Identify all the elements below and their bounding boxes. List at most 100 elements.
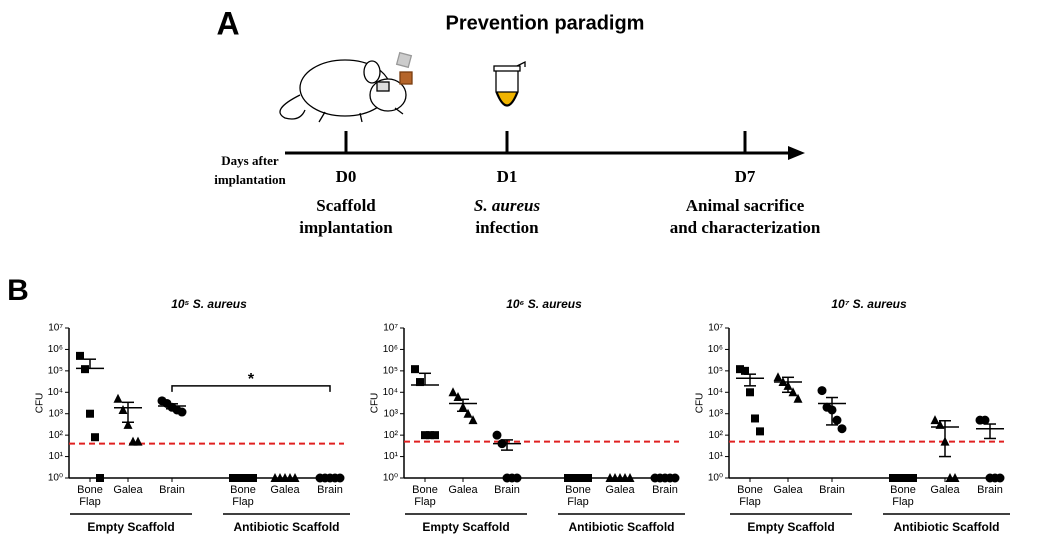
x-tick-label-box: Brain — [819, 484, 845, 496]
data-point — [431, 431, 439, 440]
panel-label: B — [7, 274, 29, 307]
x-tick-label: Bone Flap — [890, 484, 916, 508]
y-axis-label: CFU — [370, 393, 381, 414]
x-tick-label-box: Galea — [270, 484, 300, 496]
x-tick-label-box: Galea — [113, 484, 143, 496]
event-day: D1 — [497, 167, 518, 186]
event-text: Animal sacrifice — [686, 196, 805, 215]
y-tick-label: 10¹ — [49, 451, 64, 462]
x-tick-label-box: Bone Flap — [230, 484, 256, 508]
y-tick-label: 10⁵ — [708, 365, 723, 376]
data-point — [290, 473, 300, 482]
data-point — [569, 474, 577, 482]
data-point — [86, 409, 94, 418]
panel-title: Prevention paradigm — [446, 12, 645, 34]
y-tick-label: 10³ — [709, 408, 724, 419]
data-point — [579, 474, 587, 482]
y-axis-label: CFU — [695, 393, 706, 414]
significance-label: * — [248, 371, 255, 388]
data-point — [468, 415, 478, 425]
chart-title: 10⁷ S. aureus — [831, 297, 907, 311]
data-point — [512, 473, 522, 483]
y-tick-label: 10⁵ — [48, 365, 63, 376]
data-point — [335, 473, 345, 483]
y-tick-label: 10⁶ — [48, 344, 63, 355]
data-point — [625, 473, 635, 482]
y-tick-label: 10⁰ — [708, 473, 723, 484]
data-point — [746, 388, 754, 397]
x-tick-label-box: Galea — [773, 484, 803, 496]
y-axis-label: CFU — [35, 393, 46, 414]
data-point — [904, 474, 912, 482]
x-tick-label: Brain — [977, 484, 1003, 496]
data-point — [980, 415, 990, 425]
y-tick-label: 10⁴ — [48, 387, 63, 398]
event-text: and characterization — [670, 218, 821, 237]
x-tick-label: Galea — [270, 484, 300, 496]
data-point — [96, 474, 104, 482]
data-point — [411, 365, 419, 374]
event-text: infection — [475, 218, 539, 237]
data-point — [793, 393, 803, 403]
x-tick-label-box: Bone Flap — [412, 484, 438, 508]
axis-label: Days after — [221, 153, 279, 168]
group-label: Antibiotic Scaffold — [894, 520, 1000, 534]
y-tick-label: 10² — [709, 430, 724, 441]
y-tick-label: 10⁷ — [383, 323, 398, 334]
y-tick-label: 10⁰ — [48, 473, 63, 484]
data-point — [817, 386, 827, 396]
tube-illustration — [493, 60, 526, 107]
group-label: Antibiotic Scaffold — [569, 520, 675, 534]
data-point — [995, 473, 1005, 483]
data-point — [564, 474, 572, 482]
x-tick-label: Bone Flap — [230, 484, 256, 508]
group-label: Empty Scaffold — [422, 520, 509, 534]
x-tick-label: Brain — [494, 484, 520, 496]
x-tick-label: Galea — [773, 484, 803, 496]
y-tick-label: 10¹ — [709, 451, 724, 462]
x-tick-label: Brain — [317, 484, 343, 496]
group-label: Empty Scaffold — [87, 520, 174, 534]
y-tick-label: 10⁴ — [708, 387, 723, 398]
y-tick-label: 10⁰ — [383, 473, 398, 484]
data-point — [91, 433, 99, 442]
event-day: D7 — [735, 167, 756, 186]
y-tick-label: 10² — [384, 430, 399, 441]
data-point — [244, 474, 252, 482]
data-point — [416, 378, 424, 387]
y-tick-label: 10³ — [384, 408, 399, 419]
data-point — [899, 474, 907, 482]
x-tick-label: Bone Flap — [565, 484, 591, 508]
x-tick-label: Bone Flap — [737, 484, 763, 508]
data-point — [756, 427, 764, 436]
data-point — [889, 474, 897, 482]
data-point — [229, 474, 237, 482]
panel-label: A — [216, 5, 239, 41]
y-tick-label: 10⁴ — [383, 387, 398, 398]
x-tick-label: Galea — [113, 484, 143, 496]
event-text: implantation — [299, 218, 393, 237]
data-point — [773, 372, 783, 382]
mouse-illustration — [279, 51, 413, 123]
data-point — [113, 393, 123, 403]
data-point — [837, 424, 847, 434]
data-point — [584, 474, 592, 482]
axis-label: implantation — [214, 172, 286, 187]
data-point — [909, 474, 917, 482]
data-point — [492, 430, 502, 440]
x-tick-label-box: Brain — [159, 484, 185, 496]
data-point — [234, 474, 242, 482]
x-tick-label-box: Galea — [448, 484, 477, 496]
data-point — [421, 431, 429, 440]
data-point — [670, 473, 680, 483]
x-tick-label-box: Bone Flap — [565, 484, 591, 508]
data-point — [123, 419, 133, 429]
x-tick-label-box: Bone Flap — [890, 484, 916, 508]
event-text: Scaffold — [316, 196, 376, 215]
event-text: S. aureus — [474, 196, 541, 215]
data-point — [950, 473, 960, 482]
y-tick-label: 10⁶ — [708, 344, 723, 355]
x-tick-label: Brain — [159, 484, 185, 496]
data-point — [177, 407, 187, 417]
